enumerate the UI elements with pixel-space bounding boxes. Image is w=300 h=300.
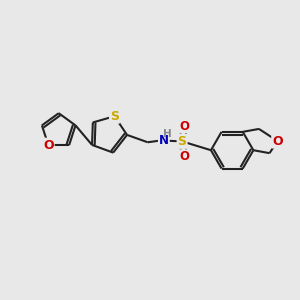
- Text: S: S: [110, 110, 119, 123]
- Text: O: O: [179, 120, 190, 133]
- Text: H: H: [163, 129, 172, 139]
- Text: O: O: [179, 150, 190, 163]
- Text: O: O: [272, 134, 283, 148]
- Text: S: S: [178, 135, 187, 148]
- Text: N: N: [159, 134, 169, 147]
- Text: O: O: [43, 139, 54, 152]
